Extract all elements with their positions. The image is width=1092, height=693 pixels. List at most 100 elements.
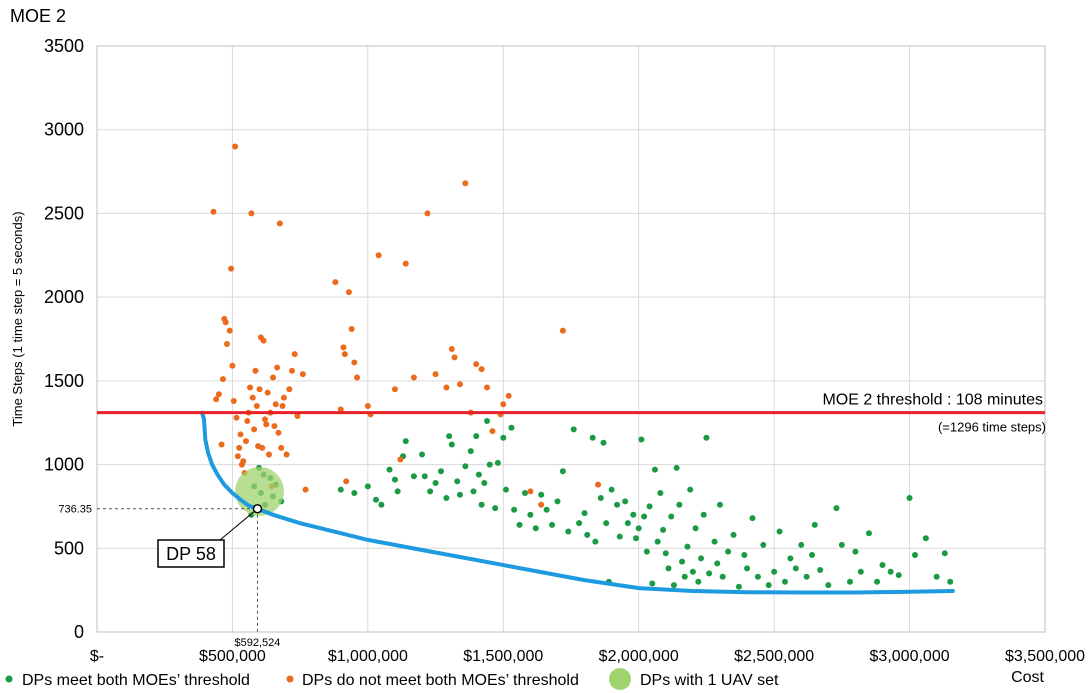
point-meet-threshold: [879, 562, 886, 569]
legend-label-uav: DPs with 1 UAV set: [640, 672, 779, 689]
point-not-meet-threshold: [215, 391, 222, 398]
x-tick-label: $3,500,000: [1005, 648, 1085, 665]
point-meet-threshold: [467, 448, 474, 455]
chart-title: MOE 2: [10, 6, 66, 26]
point-meet-threshold: [521, 490, 528, 497]
legend-marker-not-meet: [286, 675, 294, 683]
point-meet-threshold: [649, 580, 656, 587]
point-meet-threshold: [852, 548, 859, 555]
point-meet-threshold: [781, 578, 788, 585]
point-not-meet-threshold: [343, 478, 350, 485]
point-meet-threshold: [576, 520, 583, 527]
point-not-meet-threshold: [505, 392, 512, 399]
point-not-meet-threshold: [224, 341, 231, 348]
point-not-meet-threshold: [456, 381, 463, 388]
point-meet-threshold: [638, 436, 645, 443]
point-meet-threshold: [787, 555, 794, 562]
x-tick-label: $-: [90, 648, 104, 665]
point-not-meet-threshold: [397, 456, 404, 463]
point-meet-threshold: [792, 565, 799, 572]
point-meet-threshold: [911, 551, 918, 558]
point-not-meet-threshold: [473, 361, 480, 368]
point-meet-threshold: [706, 570, 713, 577]
point-not-meet-threshold: [244, 418, 251, 425]
y-tick-label: 500: [54, 538, 84, 558]
point-meet-threshold: [432, 479, 439, 486]
point-not-meet-threshold: [286, 386, 293, 393]
point-not-meet-threshold: [264, 389, 271, 396]
point-meet-threshold: [765, 582, 772, 589]
data-points: [210, 143, 954, 590]
point-not-meet-threshold: [236, 444, 243, 451]
legend-label-meet: DPs meet both MOEs’ threshold: [22, 672, 250, 689]
point-meet-threshold: [662, 550, 669, 557]
point-not-meet-threshold: [226, 327, 233, 334]
point-not-meet-threshold: [294, 413, 301, 420]
point-meet-threshold: [581, 510, 588, 517]
point-meet-threshold: [635, 525, 642, 532]
point-not-meet-threshold: [230, 397, 237, 404]
point-not-meet-threshold: [256, 386, 263, 393]
point-meet-threshold: [714, 560, 721, 567]
point-not-meet-threshold: [260, 337, 267, 344]
point-meet-threshold: [603, 520, 610, 527]
point-meet-threshold: [589, 434, 596, 441]
point-meet-threshold: [527, 511, 534, 518]
point-meet-threshold: [478, 501, 485, 508]
point-meet-threshold: [874, 578, 881, 585]
point-meet-threshold: [437, 468, 444, 475]
x-tick-label: $500,000: [199, 648, 266, 665]
point-not-meet-threshold: [484, 384, 491, 391]
point-not-meet-threshold: [233, 414, 240, 421]
point-not-meet-threshold: [272, 401, 279, 408]
point-meet-threshold: [703, 434, 710, 441]
point-not-meet-threshold: [299, 371, 306, 378]
point-meet-threshold: [941, 550, 948, 557]
point-meet-threshold: [895, 572, 902, 579]
point-meet-threshold: [760, 541, 767, 548]
x-tick-label: $1,500,000: [463, 648, 543, 665]
y-tick-labels: 0 500 1000 1500 2000 2500 3000 3500: [44, 36, 84, 642]
point-meet-threshold: [470, 488, 477, 495]
point-meet-threshold: [386, 466, 393, 473]
point-meet-threshold: [462, 463, 469, 470]
point-meet-threshold: [776, 528, 783, 535]
plot-border: [96, 45, 1046, 633]
point-meet-threshold: [922, 535, 929, 542]
point-meet-threshold: [809, 551, 816, 558]
point-not-meet-threshold: [240, 458, 247, 465]
point-meet-threshold: [651, 466, 658, 473]
point-meet-threshold: [391, 476, 398, 483]
point-meet-threshold: [500, 434, 507, 441]
point-meet-threshold: [337, 486, 344, 493]
dp58-marker: [252, 503, 263, 514]
point-meet-threshold: [410, 473, 417, 480]
point-meet-threshold: [798, 541, 805, 548]
point-meet-threshold: [846, 578, 853, 585]
point-not-meet-threshold: [424, 210, 431, 217]
point-meet-threshold: [684, 543, 691, 550]
point-not-meet-threshold: [337, 406, 344, 413]
point-not-meet-threshold: [261, 416, 268, 423]
point-meet-threshold: [630, 511, 637, 518]
point-meet-threshold: [744, 565, 751, 572]
point-not-meet-threshold: [280, 394, 287, 401]
point-not-meet-threshold: [274, 364, 281, 371]
point-meet-threshold: [492, 505, 499, 512]
point-meet-threshold: [502, 486, 509, 493]
point-not-meet-threshold: [247, 384, 254, 391]
legend-label-not-meet: DPs do not meet both MOEs’ threshold: [302, 672, 579, 689]
point-meet-threshold: [454, 478, 461, 485]
point-meet-threshold: [906, 495, 913, 502]
point-meet-threshold: [364, 483, 371, 490]
point-meet-threshold: [624, 520, 631, 527]
threshold-sublabel: (=1296 time steps): [938, 420, 1046, 435]
point-meet-threshold: [378, 501, 385, 508]
point-not-meet-threshold: [222, 319, 229, 326]
point-not-meet-threshold: [462, 180, 469, 187]
point-meet-threshold: [600, 439, 607, 446]
pareto-front-line: [200, 410, 955, 595]
point-not-meet-threshold: [252, 367, 259, 374]
point-meet-threshold: [633, 535, 640, 542]
point-meet-threshold: [608, 486, 615, 493]
